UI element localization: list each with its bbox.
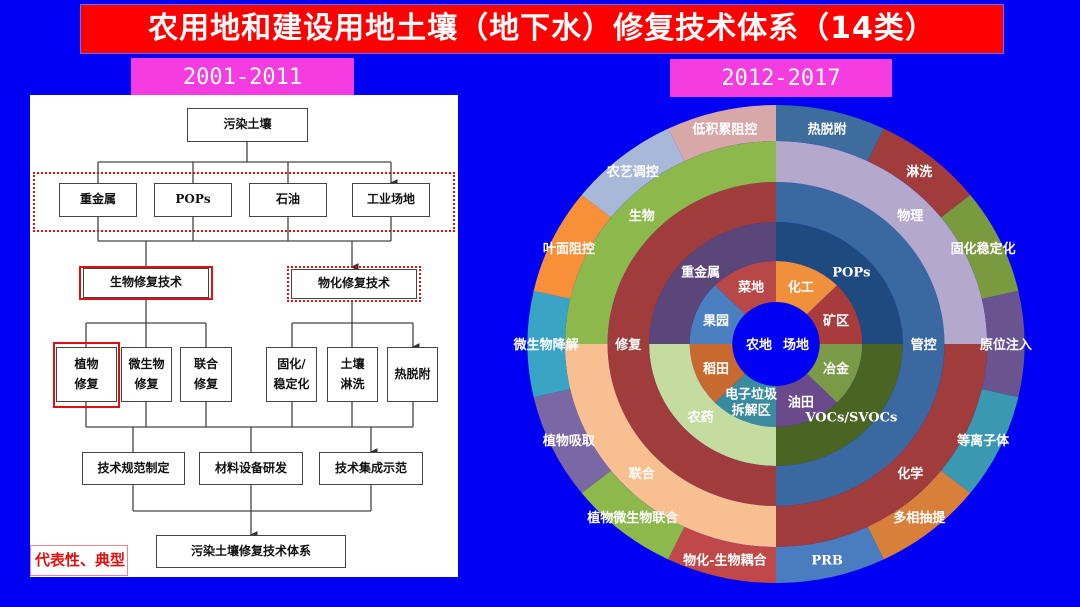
output-box: 技术集成示范 (319, 452, 423, 485)
segment-label: 重金属 (681, 265, 720, 281)
root-box-polluted-soil: 污染土壤 (187, 108, 308, 142)
ring2-segment (776, 222, 903, 344)
representative-note: 代表性、典型 (30, 545, 128, 576)
pollutant-box: 石油 (249, 183, 327, 217)
ring4-segment (564, 344, 776, 547)
ring5-segment (581, 470, 685, 560)
pollutant-box: 重金属 (59, 183, 137, 217)
center-label-farmland: 农地 (745, 337, 772, 353)
ring2-segment (649, 344, 776, 466)
ring1-segment (689, 285, 746, 344)
segment-label: 原位注入 (980, 337, 1032, 353)
segment-label: 多相抽提 (893, 510, 946, 526)
ring5-segment (527, 290, 571, 398)
physchem-remediation-box: 物化修复技术 (291, 269, 417, 299)
segment-label: 化工 (788, 279, 814, 295)
segment-label: 物化-生物耦合 (683, 552, 767, 568)
ring1-segment (714, 373, 776, 427)
ring5-segment (581, 128, 685, 218)
method-box: 固化/ 稳定化 (266, 347, 317, 402)
ring5-segment (668, 105, 776, 162)
segment-label: VOCs/SVOCs (804, 410, 897, 425)
pollutant-box: POPs (154, 183, 232, 217)
segment-label: 油田 (788, 395, 814, 411)
bio-highlight-frame (79, 266, 213, 300)
ring4-segment (564, 141, 776, 344)
phyto-highlight-frame (53, 342, 120, 408)
pollutant-highlight-frame (33, 172, 455, 232)
segment-label: 淋洗 (906, 164, 932, 180)
segment-label: PRB (811, 553, 843, 568)
ring4-segment (776, 141, 988, 344)
segment-label: 果园 (702, 314, 729, 329)
segment-label: 冶金 (823, 361, 850, 377)
bio-remediation-box: 生物修复技术 (83, 268, 209, 298)
segment-label: 管控 (911, 337, 937, 353)
segment-label: 稻田 (703, 361, 729, 377)
ring5-segment (981, 290, 1025, 398)
ring5-segment (941, 389, 1019, 494)
ring3-segment (776, 182, 945, 506)
ring1-segment (776, 261, 838, 315)
ring1-segment (689, 344, 746, 403)
ring2-segment (776, 344, 903, 466)
ring5-segment (867, 470, 971, 560)
segment-label: 植物微生物联合 (586, 510, 679, 526)
segment-label: 叶面阻控 (543, 241, 595, 257)
ring5-segment (776, 105, 884, 162)
ring2-segment (649, 222, 776, 344)
ring5-segment (867, 128, 971, 218)
segment-label: 修复 (614, 337, 642, 353)
period-label-2012-2017: 2012-2017 (670, 59, 892, 97)
segment-label: 热脱附 (808, 122, 847, 138)
segment-label: 农艺调控 (606, 164, 659, 180)
period-label-2001-2011: 2001-2011 (131, 58, 354, 96)
method-box: 联合 修复 (180, 347, 232, 402)
segment-label: 低积累阻控 (691, 122, 757, 138)
ring1-segment (714, 261, 776, 315)
segment-label: 电子垃圾拆解区 (725, 387, 778, 419)
segment-label: 化学 (897, 466, 923, 482)
ring5-segment (533, 194, 611, 299)
segment-label: 矿区 (823, 313, 849, 329)
slide-title: 农用地和建设用地土壤（地下水）修复技术体系（14类） (80, 4, 1004, 54)
flowchart-panel (30, 95, 458, 577)
segment-label: 物理 (897, 208, 923, 224)
segment-label: 菜地 (737, 279, 764, 295)
pollutant-box: 工业场地 (352, 183, 430, 217)
segment-label: 固化稳定化 (951, 241, 1016, 257)
ring1-segment (806, 285, 863, 344)
output-box: 技术规范制定 (82, 452, 185, 485)
ring5-segment (941, 194, 1019, 299)
method-box: 植物 修复 (56, 347, 117, 402)
ring4-segment (776, 344, 988, 547)
method-box: 土壤 淋洗 (327, 347, 378, 402)
output-box: 材料设备研发 (199, 452, 303, 485)
final-system-box: 污染土壤修复技术体系 (156, 535, 346, 568)
method-box: 微生物 修复 (121, 347, 172, 402)
ring1-segment (776, 373, 838, 427)
ring5-segment (776, 526, 884, 583)
ring3-segment (607, 182, 776, 507)
segment-label: 农药 (687, 409, 714, 425)
physchem-highlight-frame (287, 266, 421, 302)
ring1-segment (806, 344, 863, 403)
segment-label: 微生物降解 (513, 337, 579, 353)
segment-label: 等离子体 (956, 433, 1010, 449)
segment-label: POPs (832, 266, 870, 281)
segment-label: 植物吸取 (542, 433, 596, 449)
segment-label: 生物 (629, 208, 655, 224)
ring5-segment (533, 389, 611, 494)
center-label-site: 场地 (783, 337, 809, 353)
segment-label: 联合 (629, 466, 656, 482)
method-box: 热脱附 (387, 347, 438, 402)
ring5-segment (668, 526, 776, 583)
